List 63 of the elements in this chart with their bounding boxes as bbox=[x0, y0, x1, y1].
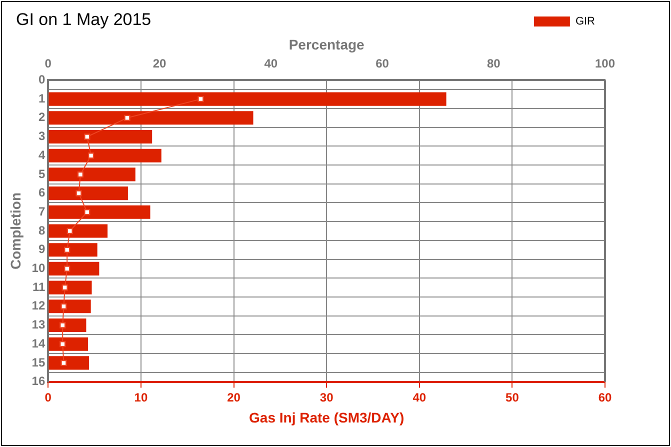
x-tick-label: 30 bbox=[320, 390, 334, 404]
point bbox=[84, 209, 90, 216]
y-tick-label: 12 bbox=[32, 298, 46, 313]
bar bbox=[48, 300, 91, 314]
point bbox=[84, 134, 90, 140]
bar bbox=[48, 205, 150, 219]
point bbox=[60, 341, 66, 348]
y-tick-label: 16 bbox=[32, 374, 46, 388]
y-tick-label: 4 bbox=[38, 148, 46, 162]
x-axis-title: Gas Inj Rate (SM3/DAY) bbox=[249, 409, 404, 426]
x-tick-label: 50 bbox=[506, 390, 520, 404]
y-tick-label: 14 bbox=[32, 336, 46, 350]
y-tick-label: 10 bbox=[32, 261, 46, 276]
point bbox=[66, 228, 73, 234]
bar bbox=[48, 148, 162, 162]
point bbox=[198, 96, 204, 102]
bar bbox=[48, 243, 98, 257]
bar bbox=[48, 262, 100, 276]
y-axis-title: Completion bbox=[7, 192, 24, 270]
y-tick-label: 11 bbox=[32, 280, 46, 294]
x2-tick-label: 80 bbox=[486, 56, 501, 70]
point bbox=[60, 322, 66, 328]
point bbox=[60, 360, 67, 366]
point bbox=[124, 114, 130, 121]
point bbox=[60, 303, 67, 310]
bar bbox=[48, 356, 89, 370]
chart-title: GI on 1 May 2015 bbox=[16, 10, 152, 30]
bar bbox=[48, 280, 92, 294]
bar bbox=[48, 111, 254, 125]
bar bbox=[48, 168, 136, 182]
y-tick-label: 6 bbox=[38, 186, 46, 200]
point bbox=[62, 284, 68, 291]
y-tick-label: 0 bbox=[38, 72, 46, 87]
y-tick-label: 15 bbox=[32, 355, 46, 370]
bar bbox=[48, 186, 128, 200]
bar bbox=[48, 224, 108, 238]
bar bbox=[48, 130, 152, 144]
point bbox=[64, 266, 70, 272]
x-tick-label: 20 bbox=[227, 390, 241, 404]
point bbox=[77, 171, 84, 178]
x-tick-label: 10 bbox=[134, 390, 148, 404]
x2-tick-label: 100 bbox=[594, 56, 616, 70]
x2-tick-label: 40 bbox=[264, 56, 278, 70]
x2-tick-label: 20 bbox=[152, 56, 167, 70]
y-tick-label: 1 bbox=[38, 91, 46, 106]
bar bbox=[48, 318, 86, 332]
point bbox=[88, 152, 94, 159]
y-tick-label: 7 bbox=[38, 204, 46, 218]
x2-axis-title: Percentage bbox=[288, 36, 365, 52]
bar bbox=[48, 337, 88, 351]
y-tick-label: 2 bbox=[38, 110, 46, 124]
legend-label: GIR bbox=[575, 16, 596, 28]
x2-tick-label: 60 bbox=[376, 56, 390, 70]
point bbox=[64, 246, 70, 253]
y-tick-label: 5 bbox=[38, 166, 46, 181]
x-tick-label: 40 bbox=[412, 390, 426, 404]
y-tick-label: 9 bbox=[38, 242, 46, 256]
bar bbox=[48, 92, 446, 106]
point bbox=[76, 190, 82, 196]
y-tick-label: 3 bbox=[38, 129, 46, 144]
y-tick-label: 13 bbox=[32, 318, 46, 332]
y-tick-label: 8 bbox=[38, 223, 46, 238]
x-tick-label: 60 bbox=[598, 390, 612, 404]
